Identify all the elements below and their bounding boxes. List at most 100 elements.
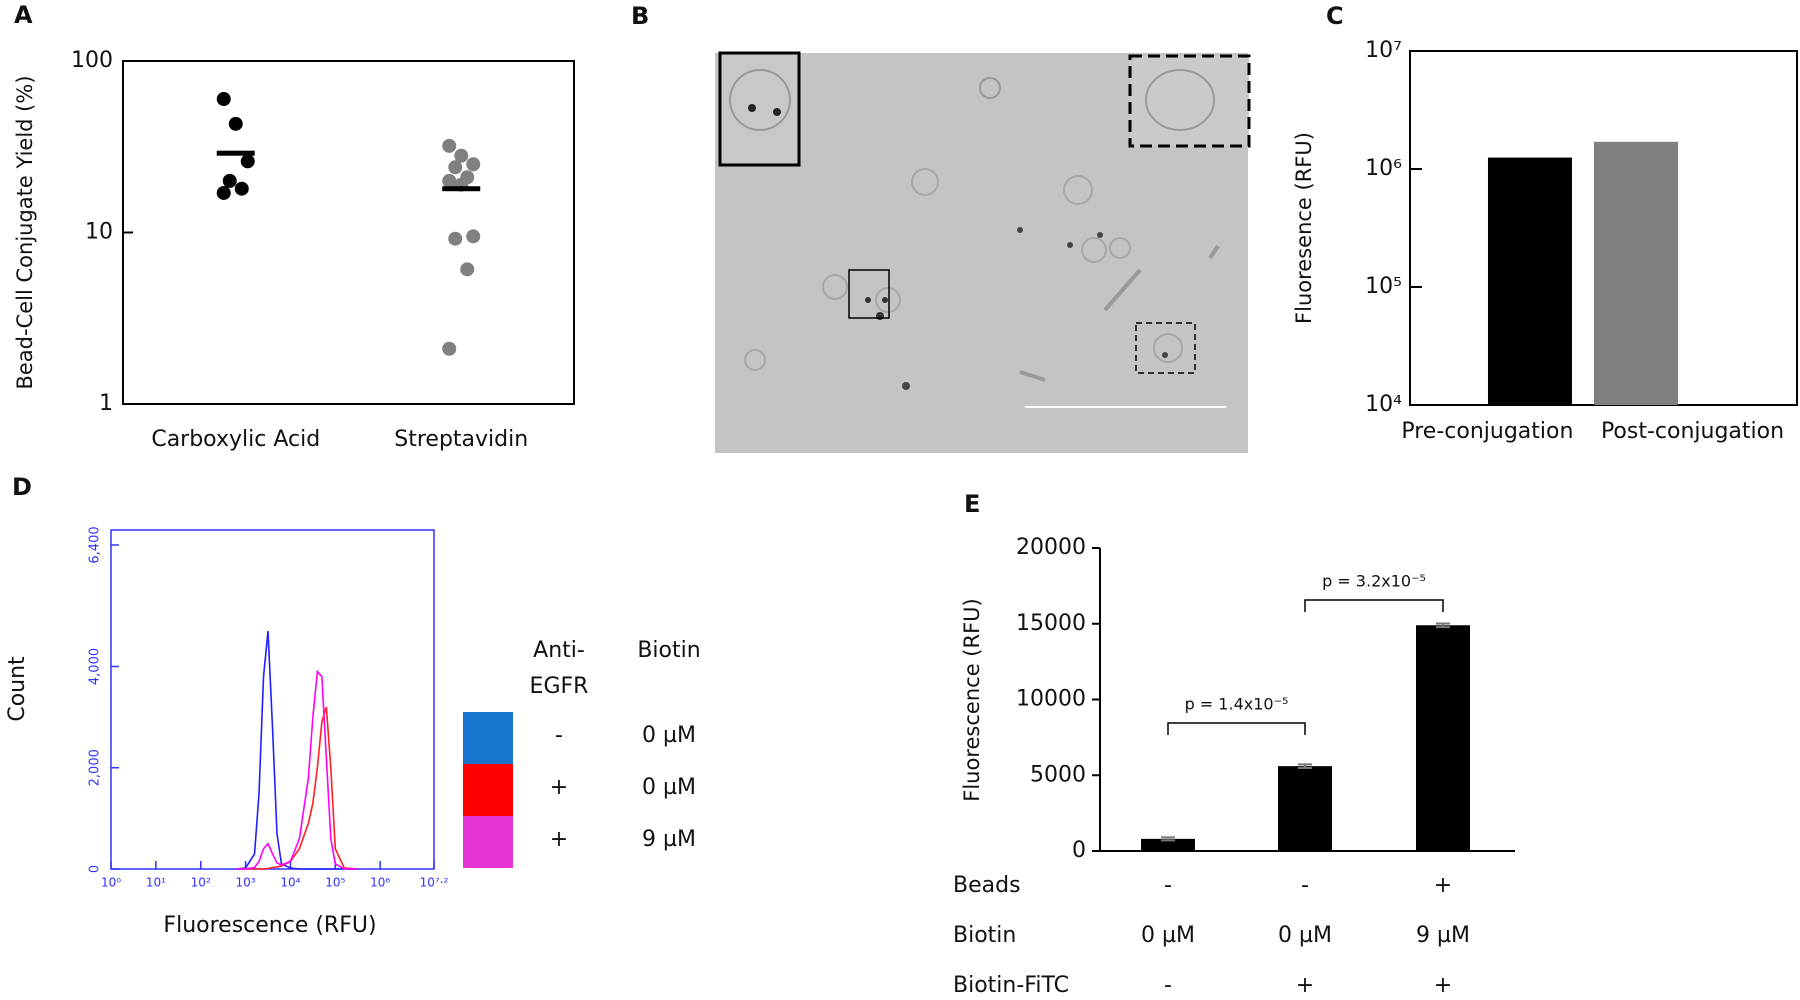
x-tick-label: 10⁵ — [325, 876, 345, 890]
bar — [1141, 838, 1195, 851]
x-tick-label: 10¹ — [146, 876, 166, 890]
x-axis-label: Fluorescence (RFU) — [163, 913, 376, 938]
y-tick-label: 20000 — [1016, 535, 1086, 560]
row-value: + — [1296, 973, 1314, 998]
data-point — [448, 160, 463, 175]
bar — [1278, 766, 1332, 851]
legend-anti-egfr: + — [550, 775, 568, 800]
y-tick-label: 4,000 — [88, 648, 103, 685]
legend-biotin: 0 µM — [642, 723, 696, 748]
row-value: 9 µM — [1416, 923, 1470, 948]
inset-solid — [718, 51, 801, 167]
data-point — [448, 231, 463, 246]
x-tick-label: 10⁰ — [101, 876, 121, 890]
panel-label: D — [12, 473, 32, 501]
data-point — [442, 138, 457, 153]
y-axis-label: Fluorescence (RFU) — [960, 598, 984, 801]
y-tick-label: 1 — [99, 391, 113, 416]
x-tick-label: Post-conjugation — [1601, 419, 1784, 444]
cell — [1063, 175, 1093, 205]
roi-solid — [848, 269, 890, 319]
data-point — [222, 173, 237, 188]
cell — [875, 287, 901, 313]
legend-swatch — [463, 712, 513, 764]
cell — [979, 77, 1001, 99]
debris — [1019, 244, 1220, 382]
bead — [1097, 232, 1103, 238]
y-tick-label: 0 — [88, 865, 103, 873]
y-tick-label: 100 — [71, 48, 113, 73]
cell — [911, 168, 939, 196]
legend-header: Anti- — [533, 638, 585, 663]
data-point — [234, 181, 249, 196]
significance-bracket — [1167, 722, 1306, 735]
bead — [882, 297, 888, 303]
legend-anti-egfr: - — [555, 723, 563, 748]
y-tick-label: 10⁵ — [1365, 274, 1402, 299]
bar — [1487, 157, 1572, 405]
data-point — [240, 154, 255, 169]
cell — [822, 274, 848, 300]
error-bar — [1436, 622, 1450, 629]
row-label: Biotin — [953, 923, 1016, 948]
y-tick-label: 10000 — [1016, 687, 1086, 712]
row-label: Biotin-FiTC — [953, 973, 1069, 998]
data-point — [228, 116, 243, 131]
y-axis-label: Fluoresence (RFU) — [1292, 132, 1316, 324]
inset-dashed — [1128, 54, 1251, 148]
legend-biotin: 0 µM — [642, 775, 696, 800]
p-value: p = 3.2x10⁻⁵ — [1322, 572, 1426, 591]
y-tick-label: 2,000 — [88, 749, 103, 786]
legend-header: EGFR — [530, 674, 589, 699]
panel-label: E — [964, 490, 980, 518]
significance-bracket — [1304, 599, 1444, 612]
plot-frame — [122, 60, 575, 405]
y-tick-label: 6,400 — [88, 526, 103, 563]
panel-label: B — [631, 2, 649, 30]
x-tick-label: Streptavidin — [394, 427, 528, 452]
y-tick-label: 15000 — [1016, 611, 1086, 636]
y-axis-label: Bead-Cell Conjugate Yield (%) — [13, 75, 37, 389]
panel-label: C — [1326, 2, 1344, 30]
legend-swatch — [463, 764, 513, 816]
cell — [1081, 237, 1107, 263]
data-point — [216, 92, 231, 107]
bead — [876, 312, 884, 320]
bar — [1594, 141, 1679, 406]
x-tick-label: 10³ — [236, 876, 256, 890]
cell — [744, 349, 766, 371]
legend-anti-egfr: + — [550, 827, 568, 852]
data-point — [442, 341, 457, 356]
legend-swatch — [463, 816, 513, 868]
y-tick-label: 10 — [85, 220, 113, 245]
x-tick-label: 10⁶ — [370, 876, 390, 890]
data-point — [216, 185, 231, 200]
data-point — [466, 157, 481, 172]
row-value: 0 µM — [1278, 923, 1332, 948]
x-tick-label: 10⁷·² — [420, 876, 449, 890]
cell — [1109, 237, 1131, 259]
legend-header: Biotin — [637, 638, 700, 663]
bead — [1067, 242, 1073, 248]
legend-biotin: 9 µM — [642, 827, 696, 852]
mean-bar — [442, 186, 481, 192]
error-bar — [1298, 763, 1312, 769]
row-value: + — [1434, 873, 1452, 898]
y-tick-label: 0 — [1072, 838, 1086, 863]
cell — [729, 69, 791, 131]
histogram-line — [236, 706, 358, 870]
data-point — [466, 229, 481, 244]
data-point — [454, 148, 469, 163]
y-tick-label: 10⁴ — [1365, 392, 1402, 417]
y-tick-label: 5000 — [1030, 762, 1086, 787]
y-axis-label: Count — [5, 656, 30, 722]
row-label: Beads — [953, 873, 1021, 898]
x-tick-label: 10⁴ — [280, 876, 300, 890]
bead — [748, 104, 756, 112]
x-tick-label: 10² — [191, 876, 211, 890]
histogram-line — [236, 669, 358, 870]
bead — [902, 382, 910, 390]
histogram-line — [236, 630, 358, 870]
mean-bar — [216, 150, 255, 156]
